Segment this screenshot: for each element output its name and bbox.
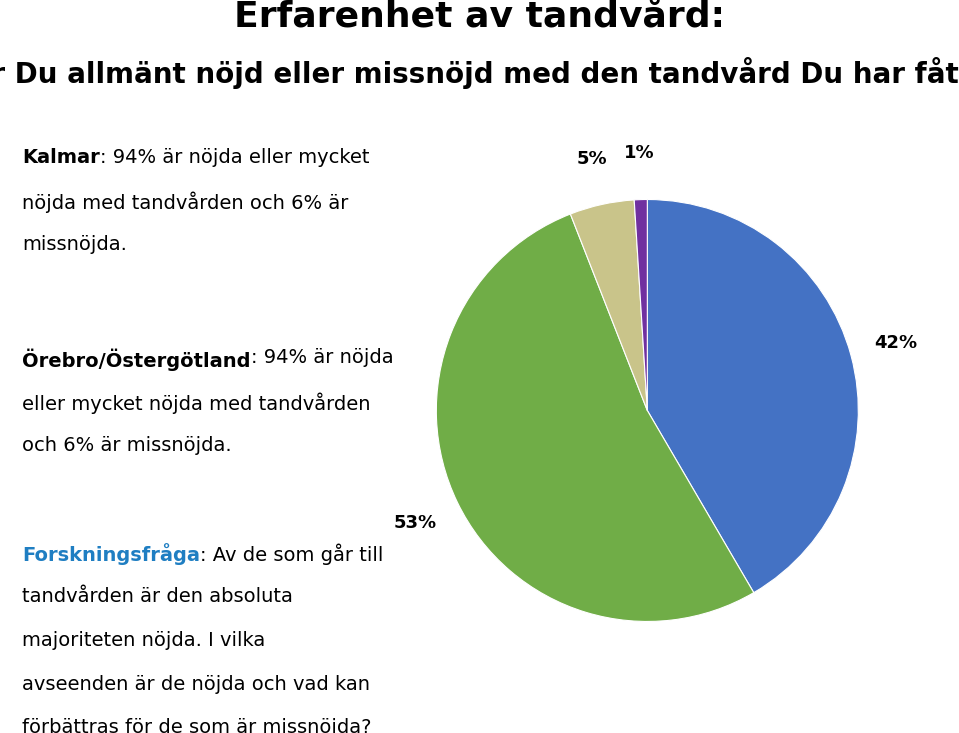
Text: missnöjda.: missnöjda.	[22, 235, 128, 254]
Text: : 94% är nöjda eller mycket: : 94% är nöjda eller mycket	[100, 147, 369, 166]
Text: nöjda med tandvården och 6% är: nöjda med tandvården och 6% är	[22, 191, 349, 213]
Text: 53%: 53%	[394, 514, 437, 531]
Text: och 6% är missnöjda.: och 6% är missnöjda.	[22, 436, 232, 455]
Text: Örebro/Östergötland: Örebro/Östergötland	[22, 348, 250, 371]
Wedge shape	[571, 200, 647, 410]
Text: Forskningsfråga: Forskningsfråga	[22, 543, 200, 565]
Text: : Av de som går till: : Av de som går till	[200, 543, 384, 564]
Wedge shape	[647, 199, 858, 593]
Text: : 94% är nöjda: : 94% är nöjda	[250, 348, 393, 367]
Text: Kalmar: Kalmar	[22, 147, 100, 166]
Text: tandvården är den absoluta: tandvården är den absoluta	[22, 587, 293, 606]
Text: Är Du allmänt nöjd eller missnöjd med den tandvård Du har fått?: Är Du allmänt nöjd eller missnöjd med de…	[0, 56, 959, 89]
Text: 42%: 42%	[875, 334, 918, 353]
Text: avseenden är de nöjda och vad kan: avseenden är de nöjda och vad kan	[22, 674, 370, 693]
Wedge shape	[436, 214, 754, 622]
Text: 5%: 5%	[576, 150, 607, 168]
Text: majoriteten nöjda. I vilka: majoriteten nöjda. I vilka	[22, 631, 266, 649]
Text: 1%: 1%	[624, 144, 655, 162]
Text: förbättras för de som är missnöjda?: förbättras för de som är missnöjda?	[22, 718, 372, 733]
Text: Erfarenhet av tandvård:: Erfarenhet av tandvård:	[234, 0, 725, 34]
Wedge shape	[634, 199, 647, 410]
Text: eller mycket nöjda med tandvården: eller mycket nöjda med tandvården	[22, 392, 371, 413]
